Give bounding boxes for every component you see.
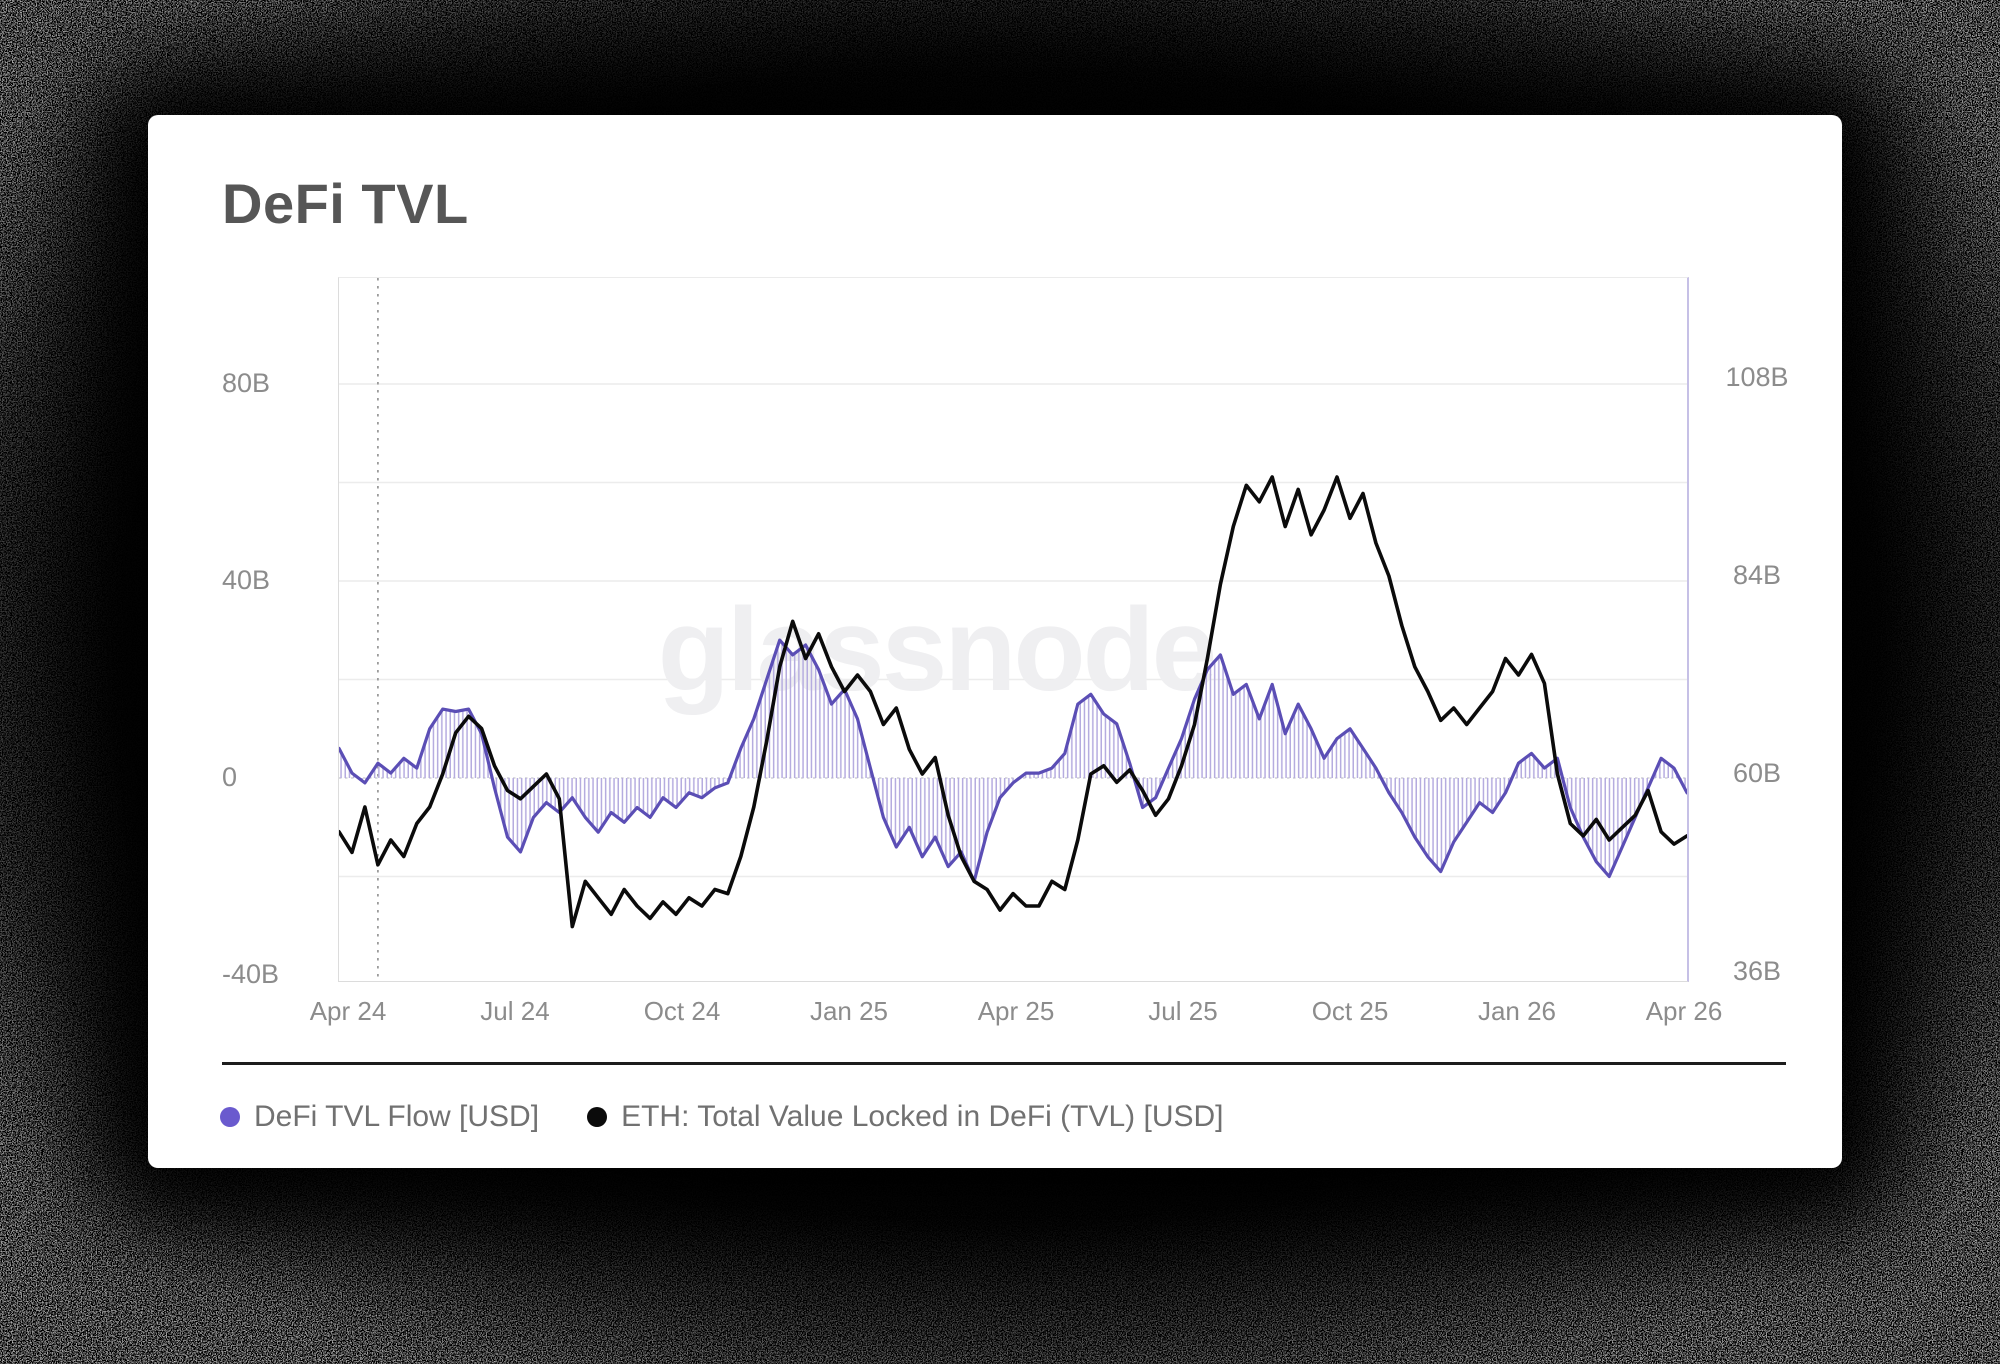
left-tick-label: 40B	[222, 565, 271, 595]
x-tick-label: Apr 24	[309, 996, 387, 1026]
x-tick-label: Apr 25	[977, 996, 1055, 1026]
x-tick-label: Oct 24	[643, 996, 721, 1026]
plot-area: glassnode	[338, 277, 1689, 982]
x-tick-label: Jan 25	[809, 996, 889, 1026]
legend-label: ETH: Total Value Locked in DeFi (TVL) [U…	[621, 1100, 1224, 1133]
x-tick-label: Jul 24	[480, 996, 550, 1026]
legend-dot	[587, 1107, 608, 1127]
x-tick-label: Apr 26	[1645, 996, 1723, 1026]
legend-item-flow[interactable]: DeFi TVL Flow [USD]	[220, 1100, 539, 1134]
legend-label: DeFi TVL Flow [USD]	[254, 1100, 540, 1133]
right-tick-label: 36B	[1732, 956, 1782, 986]
chart-title: DeFi TVL	[222, 172, 469, 235]
left-tick-label: 80B	[222, 368, 271, 398]
legend-item-eth-tvl[interactable]: ETH: Total Value Locked in DeFi (TVL) [U…	[587, 1100, 1224, 1134]
right-tick-label: 108B	[1725, 362, 1789, 392]
x-tick-label: Jul 25	[1148, 996, 1218, 1026]
legend-divider	[222, 1062, 1786, 1065]
x-tick-label: Jan 26	[1477, 996, 1557, 1026]
chart-card: DeFi TVL glassnode 80B 40B 0 -40B 108B 84B 60…	[148, 115, 1842, 1168]
right-tick-label: 60B	[1732, 758, 1782, 788]
watermark: glassnode	[658, 584, 1215, 716]
right-tick-label: 84B	[1732, 560, 1782, 590]
left-tick-label: -40B	[222, 959, 280, 989]
left-tick-label: 0	[222, 762, 238, 792]
chart-canvas: glassnode	[339, 278, 1687, 981]
legend: DeFi TVL Flow [USD] ETH: Total Value Lock…	[220, 1093, 1224, 1141]
x-tick-label: Oct 25	[1311, 996, 1389, 1026]
legend-dot	[220, 1107, 240, 1127]
